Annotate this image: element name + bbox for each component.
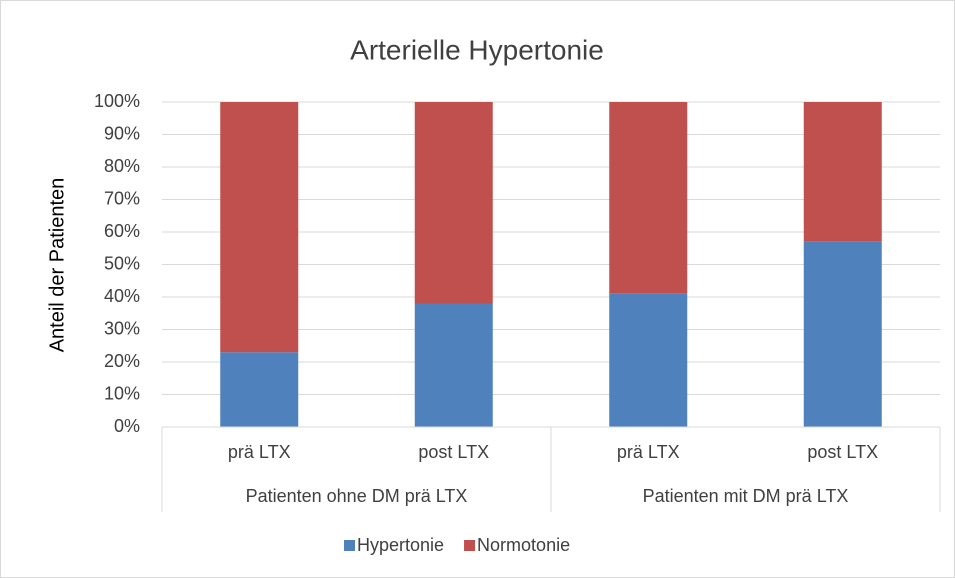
bar-segment	[803, 241, 882, 427]
legend-swatch	[464, 540, 476, 551]
y-tick-label: 50%	[104, 253, 140, 273]
y-tick-label: 90%	[104, 123, 140, 143]
chart-title: Arterielle Hypertonie	[350, 34, 604, 65]
bar-segment	[220, 352, 299, 427]
bar-segment	[414, 102, 493, 304]
y-tick-label: 10%	[104, 383, 140, 403]
y-tick-label: 80%	[104, 156, 140, 176]
legend-swatch	[344, 540, 355, 551]
y-tick-label: 0%	[114, 416, 140, 436]
x-tick-label: prä LTX	[228, 442, 291, 462]
bar-segment	[609, 293, 688, 427]
y-axis-label: Anteil der Patienten	[46, 178, 68, 353]
y-tick-label: 100%	[94, 91, 140, 111]
y-tick-label: 60%	[104, 221, 140, 241]
group-label: Patienten mit DM prä LTX	[643, 486, 849, 506]
x-tick-label: prä LTX	[617, 442, 680, 462]
legend-label: Hypertonie	[357, 535, 444, 555]
bar-segment	[220, 102, 299, 353]
bar-segment	[414, 303, 493, 427]
group-label: Patienten ohne DM prä LTX	[246, 486, 468, 506]
legend-label: Normotonie	[477, 535, 570, 555]
y-tick-label: 40%	[104, 286, 140, 306]
y-tick-label: 70%	[104, 188, 140, 208]
y-tick-label: 30%	[104, 318, 140, 338]
bar-segment	[803, 102, 882, 242]
x-tick-label: post LTX	[807, 442, 878, 462]
x-tick-label: post LTX	[418, 442, 489, 462]
bar-segment	[609, 102, 688, 294]
y-tick-label: 20%	[104, 351, 140, 371]
